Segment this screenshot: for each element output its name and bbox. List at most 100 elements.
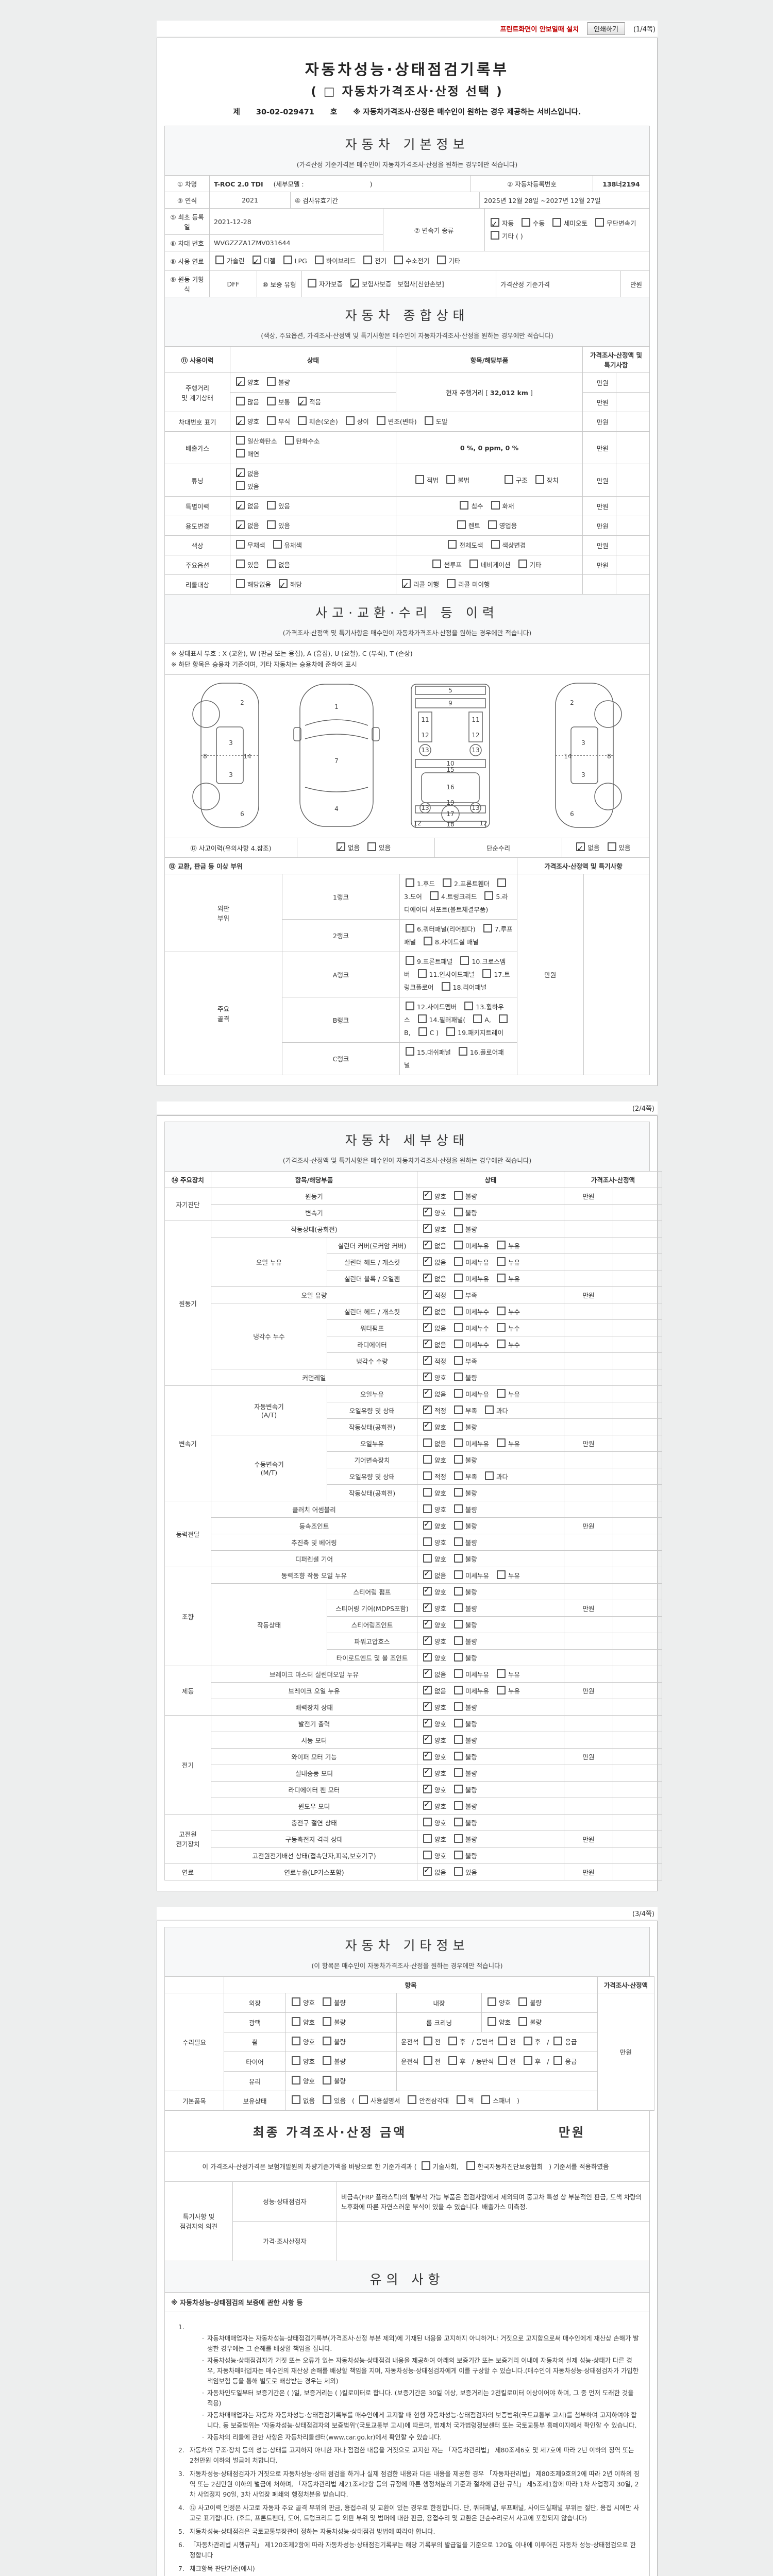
checkbox[interactable] — [454, 1735, 463, 1744]
checkbox[interactable] — [323, 2095, 332, 2104]
checkbox[interactable] — [267, 397, 276, 405]
checkbox[interactable] — [504, 474, 513, 484]
checkbox[interactable] — [454, 1636, 463, 1645]
checkbox[interactable] — [423, 1438, 432, 1447]
checkbox[interactable] — [454, 1520, 463, 1530]
checkbox-checked[interactable] — [423, 1289, 432, 1299]
checkbox[interactable] — [497, 878, 507, 887]
checkbox[interactable] — [454, 1372, 463, 1381]
checkbox[interactable] — [406, 878, 414, 887]
checkbox[interactable] — [442, 878, 451, 887]
checkbox[interactable] — [454, 1454, 463, 1464]
checkbox[interactable] — [484, 891, 494, 900]
checkbox[interactable] — [292, 2016, 300, 2026]
checkbox[interactable] — [323, 2016, 332, 2026]
checkbox[interactable] — [518, 560, 527, 568]
checkbox[interactable] — [454, 1801, 463, 1810]
checkbox[interactable] — [429, 891, 439, 900]
checkbox[interactable] — [454, 1768, 463, 1777]
checkbox[interactable] — [454, 1438, 463, 1447]
checkbox-checked[interactable] — [423, 1371, 432, 1381]
checkbox[interactable] — [454, 1487, 463, 1497]
checkbox-checked[interactable] — [576, 841, 585, 856]
checkbox-checked[interactable] — [423, 1767, 432, 1777]
checkbox[interactable] — [236, 449, 245, 457]
checkbox-checked[interactable] — [423, 1190, 432, 1200]
checkbox-checked[interactable] — [423, 1585, 432, 1596]
checkbox[interactable] — [432, 560, 442, 568]
checkbox-checked[interactable] — [279, 578, 288, 593]
checkbox[interactable] — [454, 1817, 463, 1826]
checkbox-checked[interactable] — [423, 1668, 432, 1678]
checkbox[interactable] — [454, 1570, 463, 1579]
checkbox[interactable] — [553, 2036, 563, 2045]
checkbox[interactable] — [292, 2095, 300, 2104]
checkbox[interactable] — [523, 2036, 532, 2045]
checkbox[interactable] — [552, 218, 562, 227]
checkbox[interactable] — [267, 416, 276, 425]
checkbox[interactable] — [497, 1438, 506, 1447]
checkbox[interactable] — [273, 540, 282, 549]
checkbox[interactable] — [423, 1537, 432, 1546]
checkbox-checked[interactable] — [236, 519, 245, 534]
checkbox[interactable] — [454, 1355, 463, 1365]
checkbox[interactable] — [308, 278, 316, 287]
checkbox[interactable] — [236, 481, 245, 490]
checkbox[interactable] — [454, 1834, 463, 1843]
checkbox-checked[interactable] — [423, 1800, 432, 1810]
checkbox-checked[interactable] — [350, 277, 360, 293]
checkbox-checked[interactable] — [423, 1569, 432, 1579]
checkbox[interactable] — [267, 377, 276, 386]
checkbox[interactable] — [267, 560, 276, 568]
checkbox-checked[interactable] — [423, 1420, 432, 1431]
checkbox[interactable] — [417, 969, 427, 978]
checkbox[interactable] — [408, 2095, 417, 2104]
checkbox[interactable] — [454, 1603, 463, 1612]
checkbox[interactable] — [267, 520, 276, 529]
checkbox[interactable] — [376, 416, 385, 425]
checkbox[interactable] — [488, 2016, 496, 2026]
checkbox[interactable] — [454, 1850, 463, 1859]
checkbox[interactable] — [323, 2075, 332, 2084]
checkbox[interactable] — [441, 981, 450, 991]
checkbox[interactable] — [481, 2095, 491, 2104]
checkbox[interactable] — [424, 416, 433, 425]
checkbox-checked[interactable] — [236, 376, 245, 391]
checkbox[interactable] — [423, 1471, 432, 1480]
checkbox[interactable] — [236, 579, 245, 588]
checkbox-checked[interactable] — [423, 1701, 432, 1711]
checkbox[interactable] — [460, 501, 469, 510]
checkbox[interactable] — [446, 474, 456, 484]
checkbox[interactable] — [497, 1306, 506, 1315]
checkbox[interactable] — [454, 1504, 463, 1513]
checkbox[interactable] — [415, 474, 425, 484]
checkbox[interactable] — [406, 923, 414, 933]
checkbox[interactable] — [483, 923, 492, 933]
checkbox[interactable] — [454, 1290, 463, 1299]
checkbox[interactable] — [497, 1669, 506, 1678]
checkbox-checked[interactable] — [236, 415, 245, 430]
checkbox[interactable] — [363, 256, 373, 264]
checkbox-checked[interactable] — [423, 1717, 432, 1727]
checkbox-checked[interactable] — [423, 1734, 432, 1744]
checkbox[interactable] — [421, 2161, 430, 2170]
checkbox[interactable] — [236, 560, 245, 568]
checkbox-checked[interactable] — [423, 1651, 432, 1662]
checkbox-checked[interactable] — [423, 1519, 432, 1530]
checkbox[interactable] — [215, 256, 224, 264]
checkbox-checked[interactable] — [236, 499, 245, 515]
checkbox[interactable] — [454, 1867, 463, 1876]
checkbox[interactable] — [454, 1224, 463, 1233]
checkbox[interactable] — [292, 2056, 300, 2065]
checkbox[interactable] — [498, 1014, 508, 1023]
checkbox[interactable] — [485, 1405, 494, 1414]
checkbox-checked[interactable] — [423, 1354, 432, 1365]
checkbox[interactable] — [292, 1997, 300, 2006]
checkbox[interactable] — [454, 1257, 463, 1266]
checkbox[interactable] — [466, 2161, 475, 2170]
checkbox[interactable] — [454, 1784, 463, 1793]
checkbox[interactable] — [423, 1817, 432, 1826]
checkbox[interactable] — [454, 1619, 463, 1629]
checkbox-checked[interactable] — [252, 254, 261, 269]
checkbox[interactable] — [454, 1652, 463, 1662]
